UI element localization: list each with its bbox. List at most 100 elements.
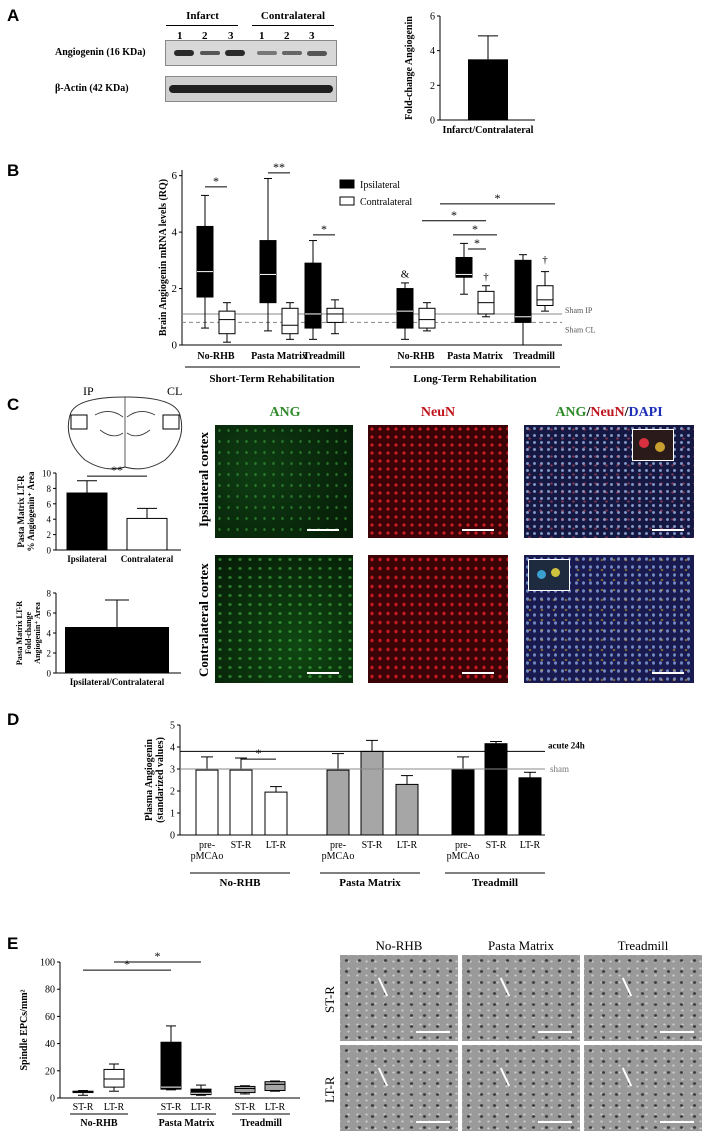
bar: [126, 517, 168, 551]
blot-band: [169, 85, 333, 93]
group-label: No-RHB: [80, 1118, 118, 1129]
inset-zoom: [528, 559, 570, 591]
scale-bar: [416, 1121, 450, 1123]
significance-label: *: [474, 236, 480, 250]
box: [418, 307, 436, 329]
y-tick-label: 6: [430, 12, 435, 23]
significance-label: *: [451, 208, 457, 222]
micrograph-ang-ipsilateral: [215, 425, 353, 538]
blot-strip-actin: [165, 76, 337, 102]
brain-label-ip: IP: [83, 385, 94, 398]
micro-e-row-label: LT-R: [322, 1076, 337, 1104]
y-tick-label: 100: [40, 958, 55, 969]
legend-swatch-ipsilateral: [339, 179, 355, 189]
bar: [65, 627, 169, 673]
x-tick-label: LT-R: [266, 840, 287, 851]
y-tick-label: 2: [170, 787, 175, 798]
y-tick-label: 5: [170, 721, 175, 732]
group-label: Treadmill: [472, 877, 518, 889]
micro-e-col-title: No-RHB: [375, 938, 423, 953]
box: [326, 307, 344, 323]
y-tick-label: 8: [47, 589, 52, 599]
phase-contrast-micrograph: [462, 1045, 580, 1131]
micrograph-merge-contralateral: [524, 555, 694, 683]
bar: [264, 791, 288, 836]
y-tick-label: 2: [47, 530, 52, 540]
y-tick-label: 2: [47, 649, 52, 659]
y-axis-label: (standarized values): [155, 737, 166, 823]
box: [160, 1041, 182, 1090]
bar: [326, 769, 350, 836]
y-tick-label: 0: [47, 669, 52, 679]
y-axis-label: % Angiogenin⁺ Area: [26, 471, 36, 552]
sham-ip-label: Sham IP: [565, 306, 593, 315]
x-tick-label: ST-R: [486, 840, 507, 851]
panel-letter-b: B: [7, 161, 20, 180]
micro-e-col-title: Pasta Matrix: [487, 938, 555, 953]
annotation-ampersand: &: [401, 268, 410, 280]
section-label: Short-Term Rehabilitation: [209, 373, 334, 385]
x-tick-label: Pasta Matrix: [447, 351, 503, 362]
blot-group-contralateral-line: [252, 25, 334, 26]
blot-lane: 1: [177, 30, 183, 42]
scale-bar: [660, 1121, 694, 1123]
bar: [518, 777, 542, 836]
micro-row-label-contralateral: Contralateral cortex: [196, 563, 211, 677]
significance-label: *: [124, 957, 130, 971]
blot-group-infarct-line: [166, 25, 238, 26]
merge-title-slash: /: [586, 405, 591, 420]
box: [514, 259, 532, 323]
x-tick-label: pre-: [330, 840, 346, 851]
y-tick-label: 6: [47, 609, 52, 619]
blot-band: [307, 51, 327, 56]
y-tick-label: 6: [172, 170, 178, 182]
x-tick-label: ST-R: [73, 1102, 94, 1113]
x-tick-label: pMCAo: [322, 851, 355, 862]
y-axis-label: Angiogenin⁺ Area: [33, 602, 42, 664]
x-tick-label: ST-R: [235, 1102, 256, 1113]
blot-group-contralateral: Contralateral: [260, 10, 326, 22]
y-tick-label: 3: [170, 765, 175, 776]
bar: [195, 769, 219, 836]
chart-e: 0 20 40 60 80 100 Spindle EPCs/mm² ST-R LT-R ST-R…: [19, 950, 300, 1129]
y-tick-label: 40: [45, 1039, 55, 1050]
group-label: Pasta Matrix: [159, 1118, 215, 1129]
y-tick-label: 10: [42, 469, 52, 479]
y-tick-label: 20: [45, 1066, 55, 1077]
group-label: No-RHB: [220, 877, 262, 889]
y-tick-label: 4: [170, 743, 175, 754]
y-tick-label: 0: [47, 546, 52, 556]
panel-letter-e: E: [7, 934, 19, 953]
significance-label: *: [256, 746, 262, 760]
y-tick-label: 8: [47, 484, 52, 494]
scale-bar: [307, 529, 339, 531]
x-tick-label: Infarct/Contralateral: [443, 125, 534, 136]
group-label: Pasta Matrix: [339, 877, 401, 889]
blot-band: [174, 50, 194, 56]
micro-e-col-title: Treadmill: [617, 938, 669, 953]
micrograph-merge-ipsilateral: [524, 425, 694, 538]
blot-group-infarct: Infarct: [186, 10, 219, 22]
box: [259, 240, 277, 304]
bar: [229, 769, 253, 836]
y-tick-label: 4: [47, 629, 52, 639]
y-axis-label: Fold-change: [24, 611, 33, 654]
blot-band: [225, 50, 245, 56]
scale-bar: [652, 529, 684, 531]
inset-zoom: [632, 429, 674, 461]
merge-title-dapi: DAPI: [628, 405, 663, 420]
y-axis-label: Brain Angiogenin mRNA levels (RQ): [158, 179, 169, 336]
blot-band: [282, 51, 302, 55]
bar: [484, 743, 508, 836]
blot-lane: 1: [259, 30, 265, 42]
scale-bar: [462, 529, 494, 531]
y-axis-label: Plasma Angiogenin: [144, 739, 155, 821]
x-tick-label: LT-R: [520, 840, 541, 851]
legend-swatch-contralateral: [339, 196, 355, 206]
box: [264, 1081, 286, 1092]
chart-a: 0 2 4 6 Fold-change Angiogenin Infarct/Contra…: [404, 12, 535, 136]
x-tick-label: LT-R: [265, 1102, 286, 1113]
box: [196, 225, 214, 298]
sham-cl-label: Sham CL: [565, 325, 596, 334]
arrow-marker: [499, 1067, 511, 1087]
